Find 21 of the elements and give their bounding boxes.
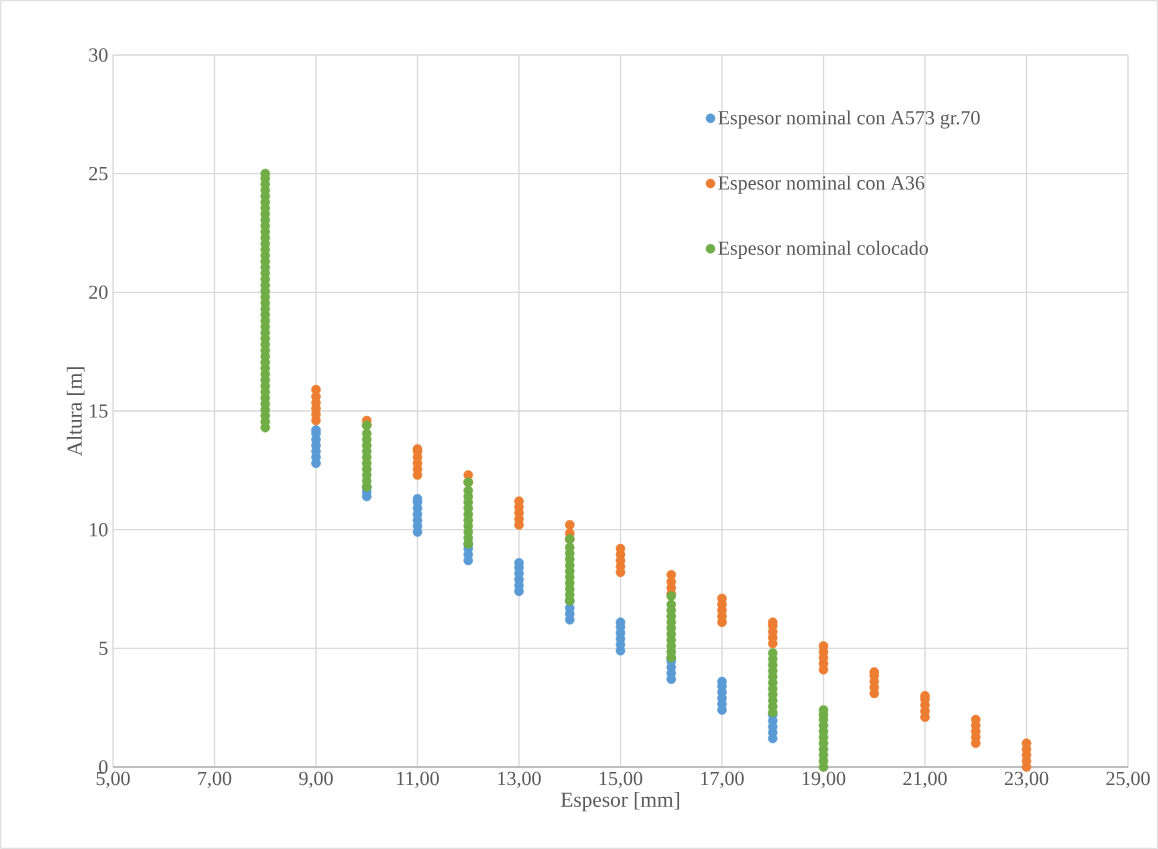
x-tick-label: 21,00 — [903, 771, 947, 789]
y-tick-label: 5 — [99, 641, 108, 655]
legend-label: Espesor nominal con A573 gr.70 — [718, 110, 980, 129]
x-tick-label: 19,00 — [802, 771, 846, 789]
x-tick-label: 7,00 — [198, 771, 232, 789]
y-axis-title: Altura [m] — [66, 367, 85, 457]
x-tick-label: 25,00 — [1106, 771, 1150, 789]
y-tick-label: 15 — [90, 404, 108, 418]
x-tick-label: 13,00 — [498, 771, 541, 789]
legend-label: Espesor nominal colocado — [718, 240, 929, 259]
x-tick-label: 23,00 — [1004, 771, 1049, 789]
x-tick-label: 11,00 — [397, 771, 439, 789]
legend-label: Espesor nominal con A36 — [718, 175, 925, 194]
y-tick-label: 10 — [90, 522, 108, 537]
y-tick-label: 20 — [89, 285, 108, 300]
x-tick-label: 17,00 — [701, 771, 744, 789]
y-tick-label: 30 — [89, 48, 108, 62]
x-tick-label: 9,00 — [299, 771, 333, 789]
x-axis-title: Espesor [mm] — [560, 791, 680, 812]
y-tick-label: 25 — [89, 166, 108, 181]
x-tick-label: 15,00 — [599, 771, 643, 789]
